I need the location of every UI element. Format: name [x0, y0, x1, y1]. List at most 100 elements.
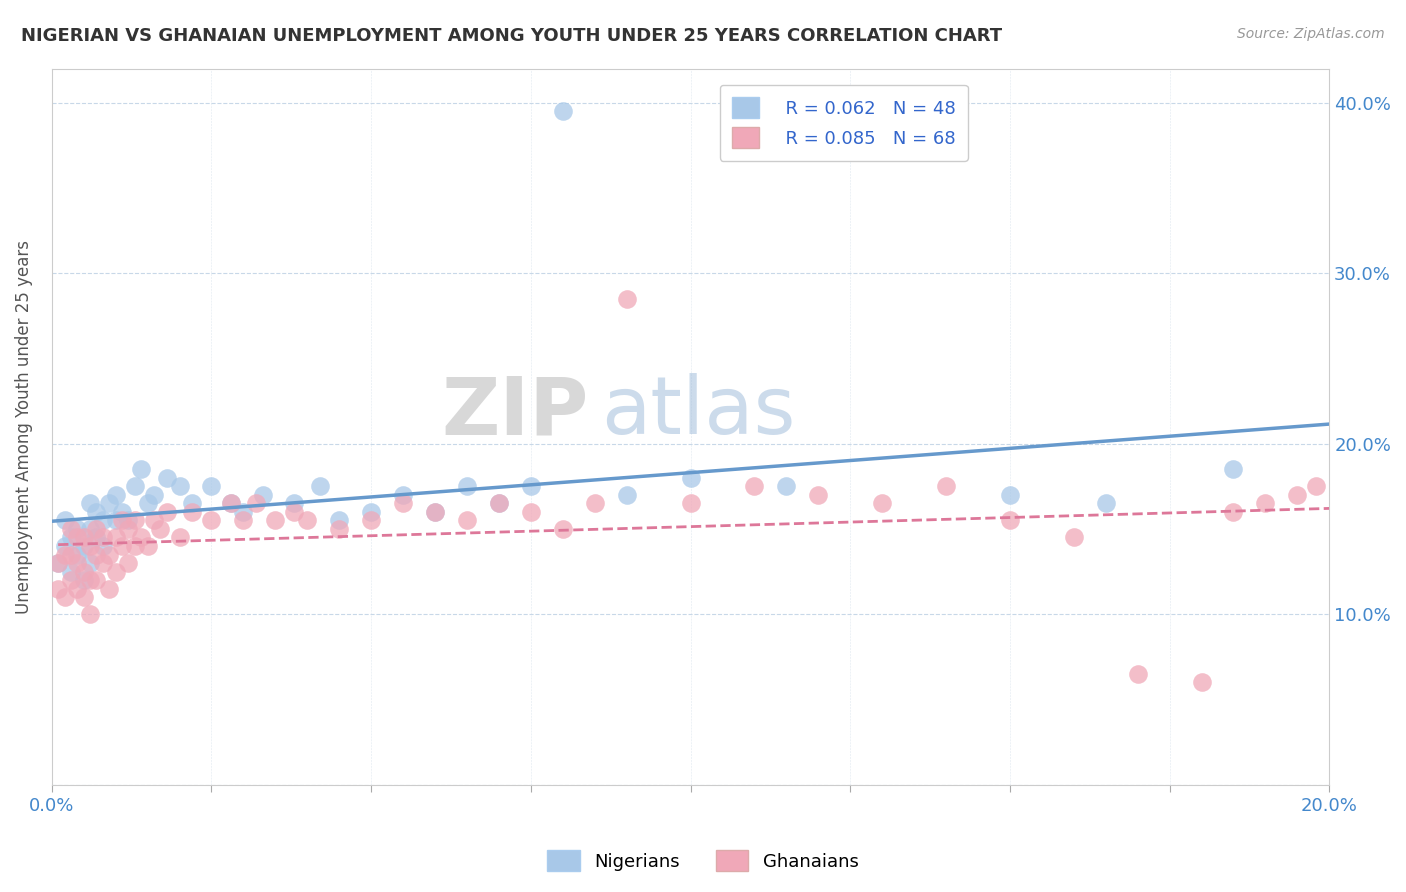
- Point: [360, 505, 382, 519]
- Point: [998, 488, 1021, 502]
- Legend: Nigerians, Ghanaians: Nigerians, Ghanaians: [540, 843, 866, 879]
- Point: [149, 522, 172, 536]
- Point: [86, 548, 108, 562]
- Point: [551, 104, 574, 119]
- Point: [53, 590, 76, 604]
- Point: [169, 531, 191, 545]
- Point: [86, 531, 108, 545]
- Point: [264, 513, 287, 527]
- Point: [1094, 496, 1116, 510]
- Point: [98, 548, 121, 562]
- Text: atlas: atlas: [602, 374, 796, 451]
- Point: [111, 539, 134, 553]
- Point: [998, 513, 1021, 527]
- Point: [136, 496, 159, 510]
- Point: [79, 573, 101, 587]
- Point: [117, 556, 139, 570]
- Point: [616, 488, 638, 502]
- Point: [98, 582, 121, 596]
- Point: [297, 513, 319, 527]
- Point: [66, 522, 89, 536]
- Point: [1305, 479, 1327, 493]
- Point: [219, 496, 242, 510]
- Point: [1222, 462, 1244, 476]
- Point: [104, 488, 127, 502]
- Point: [328, 513, 350, 527]
- Y-axis label: Unemployment Among Youth under 25 years: Unemployment Among Youth under 25 years: [15, 240, 32, 614]
- Point: [79, 556, 101, 570]
- Point: [46, 582, 69, 596]
- Point: [129, 462, 152, 476]
- Point: [551, 522, 574, 536]
- Point: [79, 539, 101, 553]
- Point: [73, 565, 96, 579]
- Point: [245, 496, 267, 510]
- Point: [1254, 496, 1277, 510]
- Point: [59, 565, 82, 579]
- Point: [935, 479, 957, 493]
- Point: [66, 582, 89, 596]
- Point: [219, 496, 242, 510]
- Legend:   R = 0.062   N = 48,   R = 0.085   N = 68: R = 0.062 N = 48, R = 0.085 N = 68: [720, 85, 969, 161]
- Point: [200, 513, 222, 527]
- Point: [79, 522, 101, 536]
- Text: Source: ZipAtlas.com: Source: ZipAtlas.com: [1237, 27, 1385, 41]
- Point: [111, 513, 134, 527]
- Point: [79, 496, 101, 510]
- Point: [744, 479, 766, 493]
- Point: [53, 539, 76, 553]
- Text: NIGERIAN VS GHANAIAN UNEMPLOYMENT AMONG YOUTH UNDER 25 YEARS CORRELATION CHART: NIGERIAN VS GHANAIAN UNEMPLOYMENT AMONG …: [21, 27, 1002, 45]
- Point: [124, 513, 146, 527]
- Point: [124, 539, 146, 553]
- Point: [392, 496, 415, 510]
- Point: [59, 531, 82, 545]
- Point: [309, 479, 332, 493]
- Point: [91, 539, 114, 553]
- Point: [104, 531, 127, 545]
- Point: [1063, 531, 1085, 545]
- Point: [136, 539, 159, 553]
- Point: [488, 496, 510, 510]
- Point: [104, 565, 127, 579]
- Point: [59, 573, 82, 587]
- Point: [1222, 505, 1244, 519]
- Point: [870, 496, 893, 510]
- Point: [129, 531, 152, 545]
- Point: [520, 505, 543, 519]
- Point: [53, 548, 76, 562]
- Point: [46, 556, 69, 570]
- Point: [142, 513, 165, 527]
- Point: [360, 513, 382, 527]
- Point: [488, 496, 510, 510]
- Point: [86, 505, 108, 519]
- Point: [181, 496, 204, 510]
- Point: [456, 479, 478, 493]
- Point: [117, 522, 139, 536]
- Point: [679, 496, 702, 510]
- Point: [111, 505, 134, 519]
- Point: [1191, 675, 1213, 690]
- Point: [232, 513, 254, 527]
- Point: [283, 496, 305, 510]
- Point: [232, 505, 254, 519]
- Point: [91, 513, 114, 527]
- Point: [66, 556, 89, 570]
- Point: [73, 590, 96, 604]
- Point: [156, 471, 179, 485]
- Point: [775, 479, 797, 493]
- Point: [53, 513, 76, 527]
- Point: [66, 548, 89, 562]
- Point: [520, 479, 543, 493]
- Point: [583, 496, 606, 510]
- Point: [73, 573, 96, 587]
- Point: [456, 513, 478, 527]
- Point: [91, 556, 114, 570]
- Point: [73, 531, 96, 545]
- Point: [392, 488, 415, 502]
- Point: [423, 505, 446, 519]
- Point: [124, 479, 146, 493]
- Point: [91, 531, 114, 545]
- Point: [142, 488, 165, 502]
- Point: [79, 607, 101, 622]
- Point: [86, 573, 108, 587]
